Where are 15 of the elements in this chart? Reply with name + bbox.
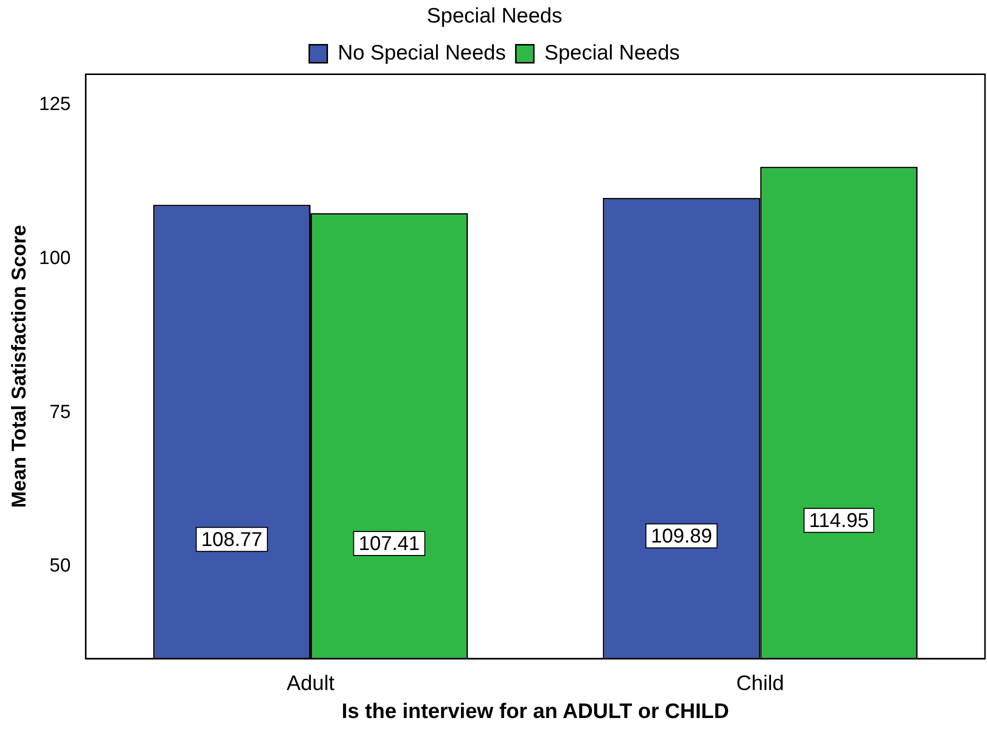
legend-label: No Special Needs [338, 41, 506, 64]
y-tick-label: 75 [50, 402, 71, 423]
data-label: 108.77 [201, 528, 262, 551]
x-axis-title: Is the interview for an ADULT or CHILD [342, 700, 730, 724]
x-tick-label: Child [736, 672, 784, 695]
x-tick-label: Adult [286, 672, 335, 695]
legend-title: Special Needs [426, 4, 562, 28]
legend-label: Special Needs [544, 41, 680, 64]
y-tick-label: 50 [50, 556, 71, 577]
y-tick-label: 125 [39, 94, 71, 116]
data-label: 114.95 [809, 510, 869, 532]
y-axis-title: Mean Total Satisfaction Score [8, 224, 31, 508]
y-tick-label: 100 [39, 248, 71, 269]
data-label: 109.89 [650, 525, 712, 548]
data-label: 107.41 [358, 533, 420, 556]
